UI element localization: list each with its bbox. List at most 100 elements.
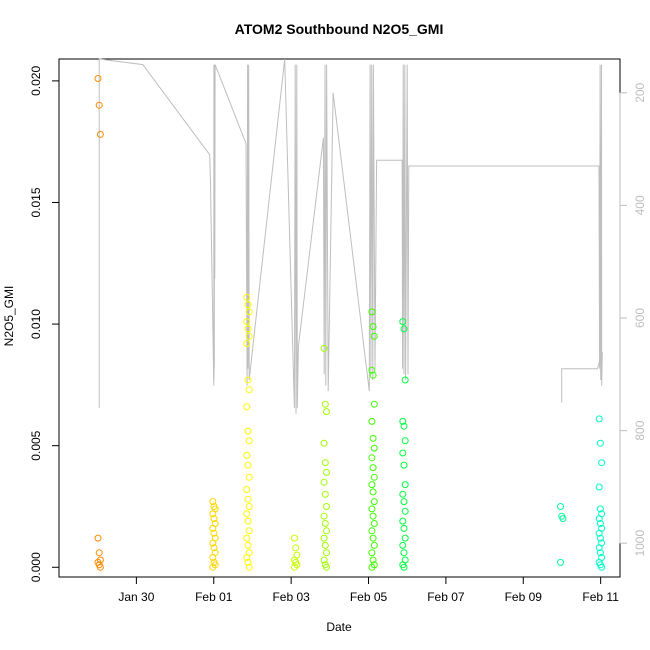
data-point — [96, 563, 104, 571]
y-tick-label: 0.015 — [29, 187, 43, 217]
data-point — [401, 481, 409, 489]
points-layer — [94, 75, 606, 571]
y2-tick-label: 1000 — [633, 530, 647, 557]
y-tick-label: 0.000 — [29, 552, 43, 582]
x-axis: Jan 30 Feb 01 Feb 03 Feb 05 Feb 07 Feb 09 Feb … — [118, 576, 619, 604]
data-point — [245, 473, 253, 481]
data-point — [95, 549, 103, 557]
data-point — [369, 512, 377, 520]
data-point — [323, 563, 330, 571]
data-point — [244, 325, 252, 333]
y2-tick-label: 800 — [633, 420, 647, 440]
y-tick-label: 0.020 — [29, 66, 43, 96]
x-axis-label: Date — [326, 620, 352, 634]
data-point — [321, 459, 329, 467]
data-point — [369, 434, 377, 442]
data-point — [401, 507, 409, 515]
data-point — [243, 510, 251, 518]
data-point — [595, 515, 603, 523]
data-point — [596, 520, 604, 527]
data-point — [368, 417, 376, 425]
data-point — [291, 563, 298, 571]
data-point — [370, 520, 378, 527]
y-tick-label: 0.010 — [29, 309, 43, 339]
data-point — [596, 549, 604, 557]
data-point — [368, 454, 376, 462]
data-point — [595, 529, 603, 537]
data-point — [400, 498, 408, 506]
data-point — [320, 512, 328, 520]
data-point — [399, 417, 407, 425]
data-point — [244, 558, 252, 566]
data-point — [369, 464, 377, 472]
data-point — [368, 549, 376, 557]
data-point — [399, 490, 407, 498]
data-point — [400, 524, 408, 532]
x-tick-label: Feb 09 — [505, 590, 543, 604]
data-point — [321, 400, 329, 408]
x-tick-label: Feb 07 — [427, 590, 465, 604]
data-point — [400, 422, 408, 430]
x-tick-label: Jan 30 — [118, 590, 154, 604]
data-point — [210, 515, 218, 523]
data-point — [209, 510, 217, 518]
data-point — [243, 318, 251, 326]
data-point — [400, 325, 408, 333]
data-point — [209, 524, 217, 532]
data-point — [321, 490, 329, 498]
data-point — [595, 415, 603, 423]
data-point — [244, 495, 252, 503]
data-point — [245, 332, 253, 340]
x-tick-label: Feb 05 — [350, 590, 388, 604]
data-point — [321, 541, 329, 549]
pressure-line — [98, 58, 603, 414]
data-point — [323, 408, 330, 416]
data-point — [320, 556, 328, 564]
data-point — [401, 534, 409, 542]
data-point — [94, 75, 102, 82]
data-point — [245, 308, 253, 316]
data-point — [323, 527, 330, 535]
chart-title: ATOM2 Southbound N2O5_GMI — [235, 21, 444, 37]
x-tick-label: Feb 11 — [582, 590, 619, 604]
data-point — [321, 520, 329, 527]
data-point — [370, 498, 378, 506]
y2-tick-label: 600 — [633, 308, 647, 328]
data-point — [245, 386, 253, 394]
data-point — [399, 541, 407, 549]
data-point — [243, 534, 251, 542]
data-point — [320, 439, 328, 447]
data-point — [244, 301, 252, 309]
data-point — [370, 332, 378, 340]
data-point — [559, 515, 567, 523]
data-point — [369, 534, 377, 542]
data-point — [243, 403, 251, 411]
data-point — [96, 130, 104, 138]
data-point — [209, 498, 217, 506]
data-point — [209, 554, 217, 561]
data-point — [243, 554, 251, 561]
data-point — [368, 563, 376, 571]
data-point — [244, 461, 252, 469]
data-point — [244, 376, 252, 384]
data-point — [244, 427, 252, 435]
data-point — [370, 541, 378, 549]
plot-frame — [58, 58, 621, 578]
data-point — [209, 539, 217, 547]
y2-tick-label: 200 — [633, 82, 647, 102]
data-point — [595, 483, 603, 491]
data-point — [399, 449, 407, 457]
data-point — [368, 505, 376, 513]
data-point — [320, 534, 328, 542]
data-point — [210, 544, 218, 552]
y-tick-label: 0.005 — [29, 430, 43, 460]
data-point — [292, 544, 300, 552]
data-point — [323, 468, 330, 476]
data-point — [94, 534, 102, 542]
pressure-series-layer — [98, 58, 603, 414]
data-point — [368, 308, 376, 316]
data-point — [400, 563, 408, 571]
x-tick-label: Feb 03 — [272, 590, 310, 604]
data-point — [96, 556, 104, 564]
